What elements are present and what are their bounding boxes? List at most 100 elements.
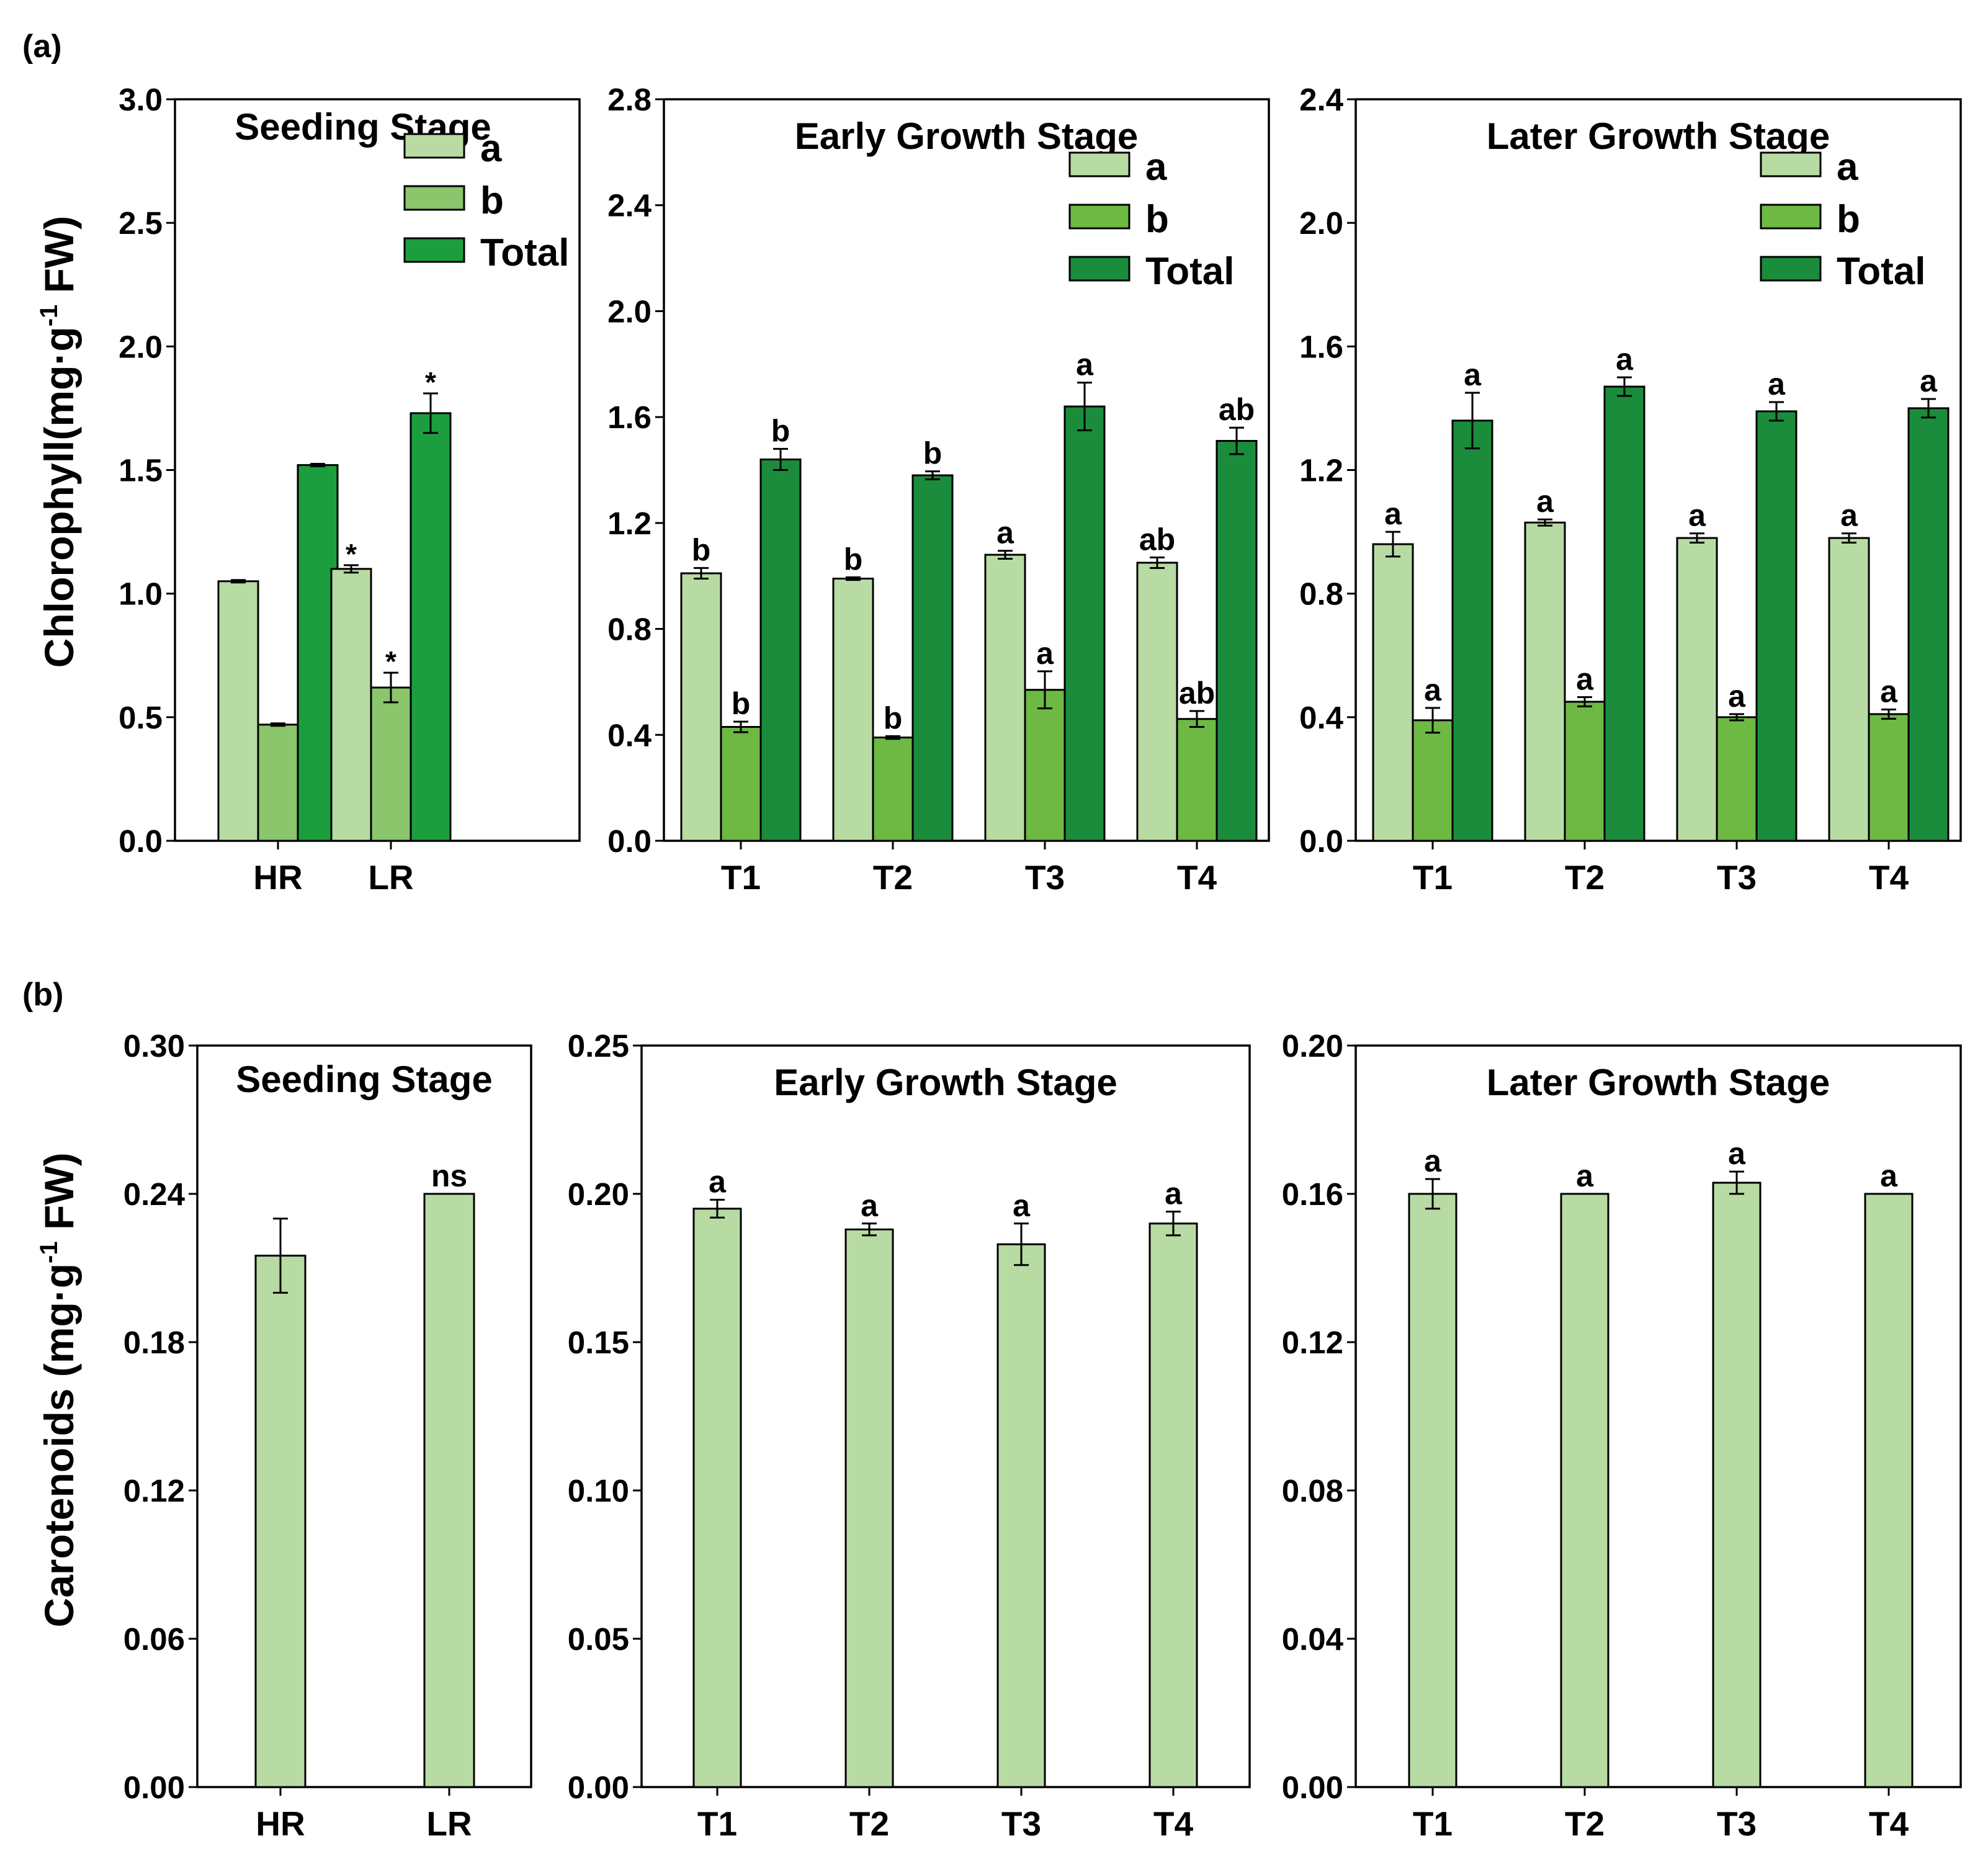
- bar-value-t1: [1408, 1193, 1457, 1788]
- x-category-label-t1: T1: [721, 858, 761, 897]
- legend-swatch-a: [403, 133, 465, 159]
- significance-label: a: [1728, 679, 1746, 714]
- bar-b-t2: [1564, 701, 1606, 842]
- significance-label: b: [844, 542, 863, 576]
- bar-b-t3: [1716, 716, 1758, 842]
- y-tick-label: 0.04: [1282, 1621, 1344, 1657]
- bar-a-t2: [1524, 521, 1566, 842]
- panel-title: Seeding Stage: [236, 1059, 492, 1100]
- y-tick-label: 0.4: [1299, 700, 1344, 735]
- x-category-label-hr: HR: [256, 1804, 305, 1843]
- y-tick-label: 3.0: [119, 82, 163, 117]
- panel-title: Later Growth Stage: [1487, 115, 1830, 157]
- legend-swatch-b: [1068, 204, 1131, 230]
- bar-total-t2: [911, 474, 954, 842]
- bar-value-t1: [692, 1208, 742, 1788]
- y-tick-label: 1.2: [1299, 453, 1343, 488]
- significance-label: a: [1424, 1144, 1442, 1178]
- y-tick-label: 0.00: [568, 1770, 629, 1805]
- bar-a-t1: [680, 572, 722, 842]
- plot-frame: [1354, 1044, 1962, 1788]
- bar-a-hr: [217, 580, 259, 842]
- x-category-label-hr: HR: [253, 858, 302, 897]
- x-category-label-lr: LR: [426, 1804, 472, 1843]
- significance-label: a: [1768, 367, 1786, 401]
- y-tick-label: 0.10: [568, 1473, 629, 1508]
- significance-label: a: [1880, 1158, 1898, 1193]
- x-category-label-t1: T1: [697, 1804, 737, 1843]
- significance-label: *: [385, 645, 396, 678]
- panels: 0.0 0.5 1.0 1.5 2.0 2.5 3.0 Seeding Stage HR LR * *…: [119, 82, 1962, 1843]
- y-tick-label: 0.12: [1282, 1325, 1343, 1360]
- bar-value-t3: [1712, 1181, 1762, 1788]
- legend-swatch-b: [403, 185, 465, 211]
- chart-panel-2: 0.0 0.4 0.8 1.2 1.6 2.0 2.4 2.8 Early Growth Sta…: [607, 82, 1270, 897]
- chart-panel-6: 0.00 0.04 0.08 0.12 0.16 0.20 Later Growth Sta…: [1282, 1028, 1962, 1843]
- bar-total-lr: [410, 412, 452, 842]
- significance-label: *: [425, 366, 436, 398]
- legend-label-total: Total: [480, 231, 570, 274]
- bar-value-t4: [1864, 1193, 1914, 1788]
- bar-b-t4: [1868, 713, 1910, 842]
- bar-a-t3: [984, 553, 1026, 842]
- legend-label-a: a: [480, 127, 502, 170]
- significance-label: b: [771, 413, 790, 448]
- bar-total-t4: [1907, 407, 1950, 842]
- x-category-label-lr: LR: [368, 858, 413, 897]
- panel-title: Early Growth Stage: [795, 115, 1138, 157]
- significance-label: a: [1840, 498, 1858, 533]
- bar-value-t3: [996, 1243, 1046, 1788]
- bar-value-lr: [423, 1193, 475, 1788]
- y-tick-label: 1.6: [607, 400, 651, 435]
- x-category-label-t4: T4: [1153, 1804, 1194, 1843]
- legend-swatch-b: [1760, 204, 1822, 230]
- legend-label-a: a: [1145, 146, 1167, 189]
- panel-title: Early Growth Stage: [774, 1062, 1117, 1103]
- y-tick-label: 2.4: [1299, 82, 1344, 117]
- y-tick-label: 1.0: [119, 576, 163, 612]
- x-category-label-t1: T1: [1413, 1804, 1453, 1843]
- plot-frame: [640, 1044, 1251, 1788]
- significance-label: b: [923, 436, 943, 471]
- bar-b-t4: [1176, 718, 1218, 842]
- significance-label: a: [1424, 673, 1442, 707]
- y-tick-label: 0.06: [123, 1621, 185, 1657]
- bar-a-t4: [1136, 562, 1178, 842]
- legend-swatch-total: [403, 237, 465, 263]
- chart-panel-5: 0.00 0.05 0.10 0.15 0.20 0.25 Early Growth Sta…: [568, 1028, 1251, 1843]
- y-tick-label: 2.0: [119, 329, 163, 364]
- x-category-label-t2: T2: [873, 858, 913, 897]
- bar-total-t1: [1451, 419, 1493, 842]
- significance-label: ns: [431, 1158, 467, 1193]
- y-tick-label: 0.16: [1282, 1176, 1343, 1212]
- y-tick-label: 0.30: [123, 1028, 185, 1064]
- significance-label: ab: [1139, 522, 1175, 557]
- bar-value-t2: [1560, 1193, 1610, 1788]
- legend-label-b: b: [1837, 198, 1860, 241]
- plot-frame: [663, 98, 1270, 842]
- y-tick-label: 0.18: [123, 1325, 185, 1360]
- x-category-label-t2: T2: [1565, 858, 1605, 897]
- bar-a-t3: [1676, 537, 1718, 842]
- y-axis-title-carotenoids: Carotenoids (mg·g-1 FW): [35, 1152, 82, 1627]
- legend-label-b: b: [1145, 198, 1169, 241]
- bar-total-t2: [1603, 385, 1645, 842]
- significance-label: ab: [1179, 676, 1215, 710]
- bar-value-t2: [844, 1228, 894, 1788]
- figure-label-a: (a): [22, 29, 62, 65]
- x-category-label-t2: T2: [1565, 1804, 1605, 1843]
- y-axis-title-chlorophyll: Chlorophyll(mg·g-1 FW): [35, 216, 82, 668]
- bar-a-t2: [832, 577, 874, 842]
- significance-label: a: [1576, 1158, 1594, 1193]
- bar-b-hr: [257, 724, 299, 842]
- y-tick-label: 2.4: [607, 188, 652, 223]
- y-tick-label: 0.05: [568, 1621, 629, 1657]
- y-tick-label: 0.24: [123, 1176, 186, 1212]
- legend-swatch-a: [1760, 151, 1822, 177]
- y-tick-label: 1.2: [607, 506, 651, 541]
- y-tick-label: 0.08: [1282, 1473, 1343, 1508]
- x-category-label-t3: T3: [1025, 858, 1065, 897]
- bar-total-t3: [1755, 410, 1798, 842]
- significance-label: b: [692, 532, 711, 567]
- significance-label: a: [1165, 1176, 1183, 1211]
